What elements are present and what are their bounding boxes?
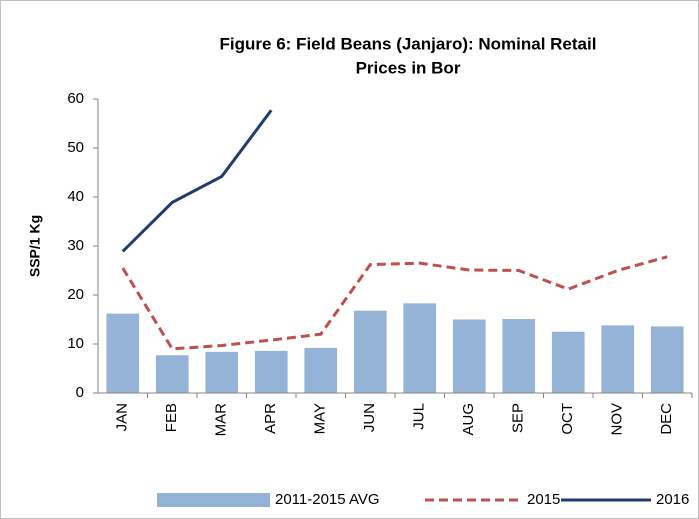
bar	[403, 303, 437, 393]
bar	[155, 355, 189, 393]
y-tick-label: 0	[76, 384, 84, 401]
x-tick-label: OCT	[559, 403, 576, 435]
x-tick-label: FEB	[163, 403, 180, 432]
bar	[304, 347, 338, 393]
legend-label: 2011-2015 AVG	[275, 491, 380, 508]
y-tick-label: 50	[67, 139, 84, 156]
x-tick-label: JUL	[411, 403, 428, 430]
bar	[452, 319, 486, 393]
x-tick-label: NOV	[609, 403, 626, 436]
bar	[353, 310, 387, 393]
bar	[502, 319, 536, 393]
bar	[650, 326, 684, 393]
chart-title: Figure 6: Field Beans (Janjaro): Nominal…	[220, 34, 597, 53]
x-tick-label: SEP	[510, 403, 527, 433]
line	[121, 109, 273, 253]
bar	[205, 351, 239, 393]
y-tick-label: 10	[67, 335, 84, 352]
legend-label: 2016	[656, 491, 689, 508]
x-tick-label: MAR	[213, 403, 230, 437]
bar	[551, 331, 585, 393]
legend-swatch	[157, 493, 270, 507]
x-tick-label: DEC	[658, 403, 675, 435]
x-tick-label: JAN	[114, 403, 131, 431]
y-tick-label: 20	[67, 286, 84, 303]
chart-title: Prices in Bor	[356, 58, 461, 77]
x-tick-label: APR	[262, 403, 279, 434]
legend-label: 2015	[527, 491, 560, 508]
bar	[106, 313, 140, 393]
x-tick-label: JUN	[361, 403, 378, 432]
y-tick-label: 40	[67, 188, 84, 205]
y-tick-label: 60	[67, 90, 84, 107]
bar	[601, 325, 635, 393]
x-tick-label: AUG	[460, 403, 477, 436]
bar	[254, 350, 288, 393]
x-tick-label: MAY	[312, 403, 329, 434]
y-axis-label: SSP/1 Kg	[27, 215, 43, 277]
line	[121, 255, 668, 351]
y-tick-label: 30	[67, 237, 84, 254]
